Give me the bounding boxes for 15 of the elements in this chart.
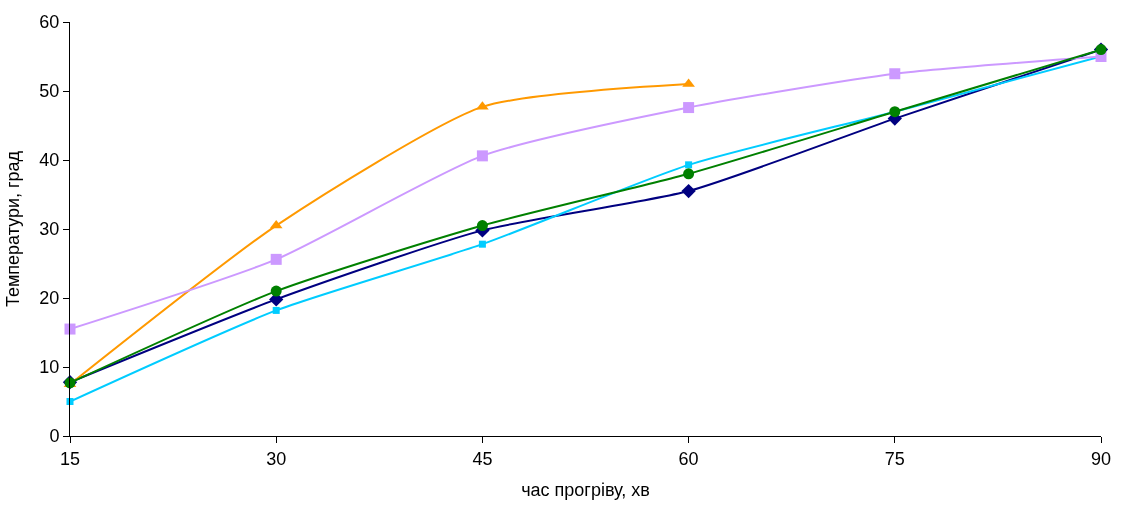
y-tick-label: 50 [39, 81, 60, 102]
x-tick-label: 15 [59, 448, 81, 469]
y-tick-label: 60 [39, 12, 60, 33]
y-tick-label: 40 [39, 150, 60, 171]
y-tick-label: 20 [39, 288, 60, 309]
y-tick-label: 30 [39, 219, 60, 240]
x-tick-label: 60 [678, 448, 699, 469]
x-tick-label: 45 [472, 448, 493, 469]
x-axis-title: час прогріву, хв [521, 479, 650, 500]
x-tick-label: 30 [266, 448, 287, 469]
x-tick-label: 75 [884, 448, 905, 469]
x-tick-label: 90 [1090, 448, 1112, 469]
y-tick-label: 10 [39, 357, 60, 378]
y-axis-title: Температури, град [2, 150, 23, 308]
y-tick-label: 0 [49, 426, 60, 447]
